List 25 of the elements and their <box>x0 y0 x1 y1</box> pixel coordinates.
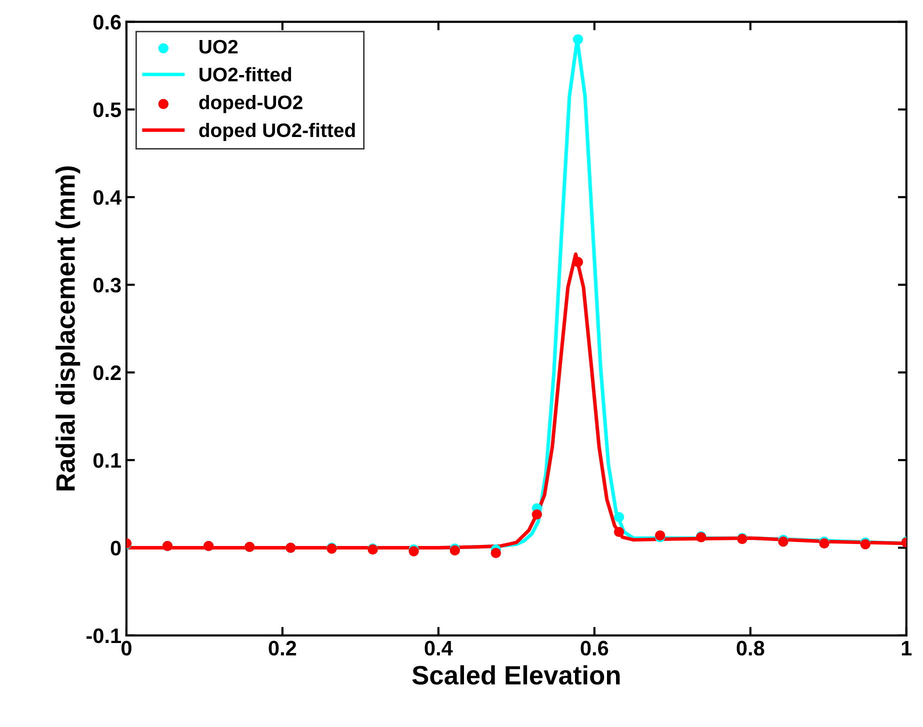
point <box>572 34 584 44</box>
legend-label: doped-UO2 <box>199 95 302 114</box>
y-tick-label: 0 <box>110 540 121 556</box>
legend-label: doped UO2-fitted <box>199 122 355 141</box>
y-tick-label: 0.6 <box>93 14 121 30</box>
x-tick-label: 1 <box>902 641 912 656</box>
y-tick-label: 0.2 <box>93 365 121 380</box>
point <box>614 526 624 538</box>
point <box>532 509 542 520</box>
y-tick-label: 0.1 <box>93 453 122 468</box>
x-tick-label: 0.2 <box>268 640 296 656</box>
x-tick-label: 0 <box>121 640 132 656</box>
y-tick-label: -0.1 <box>86 628 122 644</box>
point <box>490 548 501 558</box>
x-tick-label: 0.4 <box>424 640 453 656</box>
legend-label: UO2-fitted <box>200 67 292 82</box>
point <box>614 512 624 522</box>
y-axis-title: Radial displacement (mm) <box>56 166 80 490</box>
x-tick-label: 0.8 <box>736 640 764 656</box>
y-tick-label: 0.3 <box>93 278 121 293</box>
y-tick-label: 0.4 <box>93 190 122 205</box>
x-tick-label: 0.6 <box>580 640 608 656</box>
x-axis-title: Scaled Elevation <box>412 665 620 685</box>
y-tick-label: 0.5 <box>93 102 122 118</box>
legend-label: UO2 <box>200 40 238 54</box>
